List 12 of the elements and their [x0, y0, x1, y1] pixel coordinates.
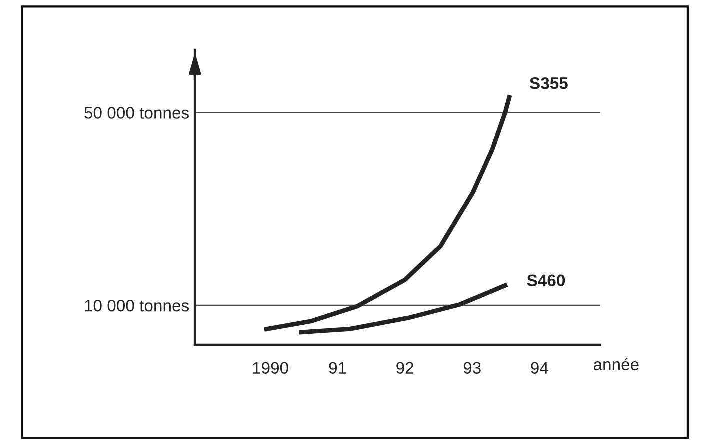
series-label: S460 — [527, 274, 566, 287]
x-tick-label: 93 — [464, 362, 481, 374]
x-tick-label: 1990 — [253, 362, 288, 374]
line-series — [297, 282, 510, 335]
y-tick-label: 50 000 tonnes — [84, 107, 190, 119]
series-label: S355 — [530, 78, 568, 90]
x-tick-label: 91 — [329, 362, 346, 374]
x-tick-label: 92 — [396, 362, 414, 374]
x-tick-label: 94 — [531, 362, 548, 374]
line-series — [262, 93, 512, 332]
x-axis-title: année — [594, 358, 639, 371]
y-tick-label: 10 000 tonnes — [85, 300, 190, 312]
